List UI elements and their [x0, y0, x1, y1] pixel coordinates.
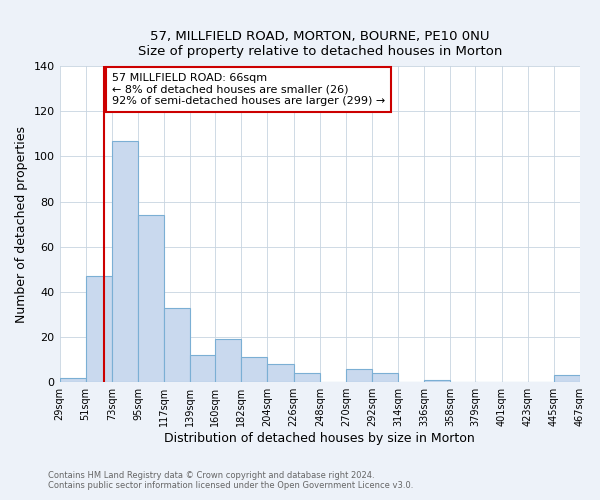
X-axis label: Distribution of detached houses by size in Morton: Distribution of detached houses by size …	[164, 432, 475, 445]
Bar	[372, 373, 398, 382]
Bar	[164, 308, 190, 382]
Bar	[190, 355, 217, 382]
Bar	[346, 368, 372, 382]
Bar	[424, 380, 451, 382]
Bar	[112, 140, 138, 382]
Bar	[86, 276, 112, 382]
Bar	[138, 215, 164, 382]
Bar	[554, 376, 580, 382]
Bar	[241, 358, 268, 382]
Title: 57, MILLFIELD ROAD, MORTON, BOURNE, PE10 0NU
Size of property relative to detach: 57, MILLFIELD ROAD, MORTON, BOURNE, PE10…	[137, 30, 502, 58]
Text: Contains HM Land Registry data © Crown copyright and database right 2024.
Contai: Contains HM Land Registry data © Crown c…	[48, 470, 413, 490]
Bar	[268, 364, 293, 382]
Bar	[59, 378, 86, 382]
Y-axis label: Number of detached properties: Number of detached properties	[15, 126, 28, 322]
Bar	[215, 340, 241, 382]
Bar	[293, 373, 320, 382]
Text: 57 MILLFIELD ROAD: 66sqm
← 8% of detached houses are smaller (26)
92% of semi-de: 57 MILLFIELD ROAD: 66sqm ← 8% of detache…	[112, 73, 385, 106]
